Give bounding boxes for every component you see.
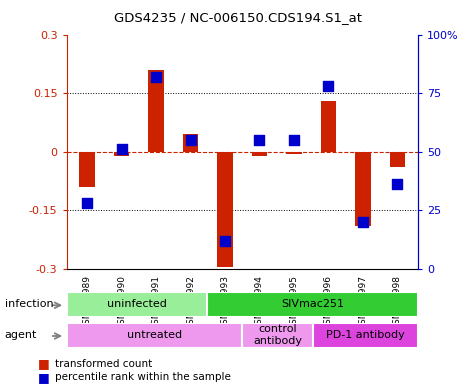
Text: untreated: untreated: [127, 330, 182, 340]
Text: ■: ■: [38, 358, 50, 371]
Text: uninfected: uninfected: [107, 299, 167, 310]
Point: [84, 200, 91, 206]
Bar: [148, 70, 164, 152]
Bar: [114, 152, 129, 156]
Text: GDS4235 / NC-006150.CDS194.S1_at: GDS4235 / NC-006150.CDS194.S1_at: [114, 12, 361, 25]
FancyBboxPatch shape: [242, 323, 313, 348]
Point: [221, 238, 229, 244]
Point: [187, 137, 194, 143]
FancyBboxPatch shape: [66, 292, 207, 317]
Point: [256, 137, 263, 143]
Point: [118, 146, 125, 152]
Point: [393, 181, 401, 187]
Bar: [390, 152, 405, 167]
Text: PD-1 antibody: PD-1 antibody: [326, 330, 405, 340]
Point: [152, 74, 160, 80]
Point: [290, 137, 298, 143]
Bar: [321, 101, 336, 152]
Point: [359, 219, 367, 225]
Text: agent: agent: [5, 330, 37, 340]
Bar: [355, 152, 370, 226]
FancyBboxPatch shape: [66, 323, 242, 348]
FancyBboxPatch shape: [207, 292, 418, 317]
Text: percentile rank within the sample: percentile rank within the sample: [55, 372, 230, 382]
Text: control
antibody: control antibody: [253, 324, 302, 346]
Bar: [252, 152, 267, 156]
Bar: [217, 152, 233, 267]
Text: ■: ■: [38, 371, 50, 384]
Point: [324, 83, 332, 89]
Text: transformed count: transformed count: [55, 359, 152, 369]
Text: SIVmac251: SIVmac251: [281, 299, 344, 310]
Bar: [79, 152, 95, 187]
Bar: [286, 152, 302, 154]
FancyBboxPatch shape: [313, 323, 418, 348]
Text: infection: infection: [5, 299, 53, 310]
Bar: [183, 134, 199, 152]
